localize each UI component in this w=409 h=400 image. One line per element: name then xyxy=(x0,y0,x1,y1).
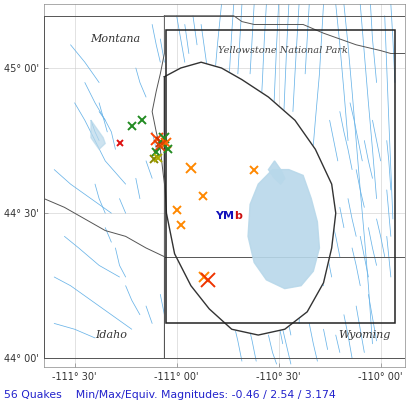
Text: Montana: Montana xyxy=(90,34,140,44)
Polygon shape xyxy=(268,161,284,184)
Text: 56 Quakes    Min/Max/Equiv. Magnitudes: -0.46 / 2.54 / 3.174: 56 Quakes Min/Max/Equiv. Magnitudes: -0.… xyxy=(4,390,335,400)
Text: b: b xyxy=(233,211,241,221)
Polygon shape xyxy=(247,170,319,289)
Text: Wyoming: Wyoming xyxy=(337,330,389,340)
Text: YM: YM xyxy=(214,211,233,221)
Text: Yellowstone National Park: Yellowstone National Park xyxy=(217,46,347,55)
Polygon shape xyxy=(164,62,335,335)
Polygon shape xyxy=(91,120,105,149)
Text: Idaho: Idaho xyxy=(95,330,127,340)
Bar xyxy=(166,30,394,324)
